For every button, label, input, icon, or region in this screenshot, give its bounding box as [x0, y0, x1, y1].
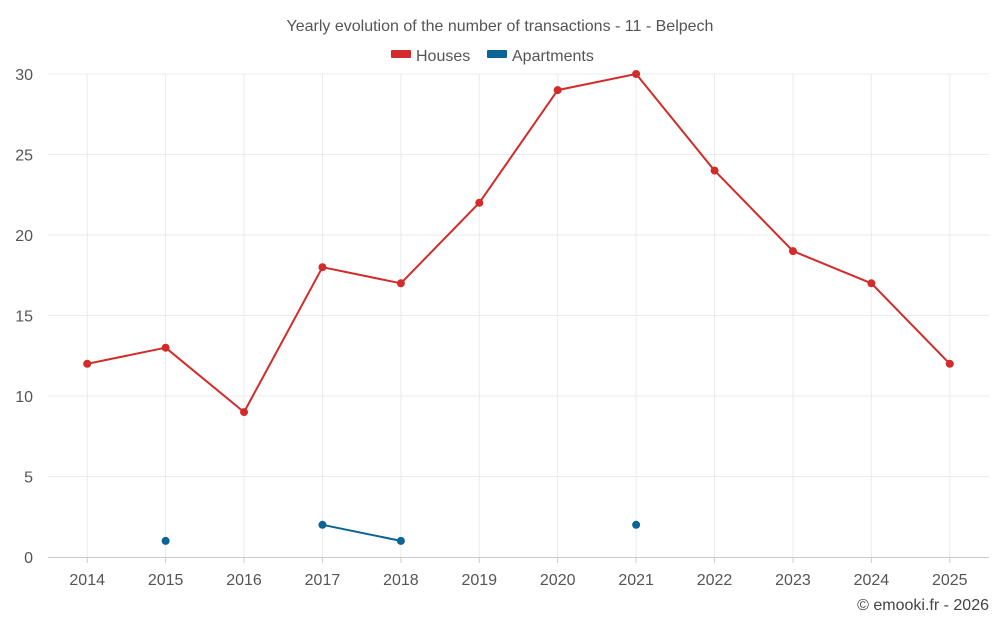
y-tick-label: 0: [24, 550, 33, 567]
data-point-houses-2025[interactable]: [945, 359, 954, 368]
series-layer: [83, 70, 954, 545]
data-point-apartments-2015[interactable]: [161, 536, 170, 545]
data-point-houses-2014[interactable]: [83, 359, 92, 368]
chart-title: Yearly evolution of the number of transa…: [287, 18, 714, 35]
y-tick-label: 10: [15, 389, 33, 406]
x-tick-label: 2017: [305, 572, 341, 589]
x-tick-label: 2022: [697, 572, 733, 589]
x-tick-label: 2020: [540, 572, 576, 589]
x-tick-label: 2014: [69, 572, 105, 589]
x-tick-label: 2018: [383, 572, 419, 589]
y-tick-label: 20: [15, 228, 33, 245]
data-point-houses-2019[interactable]: [475, 198, 484, 207]
data-point-apartments-2021[interactable]: [632, 520, 641, 529]
legend-swatch-apartments: [487, 50, 507, 58]
y-tick-label: 25: [15, 148, 33, 165]
data-point-apartments-2017[interactable]: [318, 520, 327, 529]
y-tick-label: 30: [15, 67, 33, 84]
x-tick-label: 2021: [618, 572, 654, 589]
legend-label-apartments[interactable]: Apartments: [512, 48, 594, 65]
y-axis: 0 5 10 15 20 25 30: [15, 67, 33, 567]
data-point-houses-2021[interactable]: [632, 70, 641, 78]
data-point-houses-2020[interactable]: [553, 86, 562, 95]
credit-text: © emooki.fr - 2026: [857, 597, 989, 614]
data-point-apartments-2018[interactable]: [396, 536, 405, 545]
legend-swatch-houses: [391, 50, 411, 58]
data-point-houses-2023[interactable]: [788, 247, 797, 256]
data-point-houses-2022[interactable]: [710, 166, 719, 175]
legend: Houses Apartments: [391, 48, 594, 65]
grid: [48, 73, 989, 557]
y-tick-label: 5: [24, 470, 33, 487]
data-point-houses-2015[interactable]: [161, 343, 170, 352]
x-axis: 2014 2015 2016 2017 2018 2019 2020 2021 2022 2023…: [48, 557, 989, 589]
series-line-houses: [87, 73, 951, 414]
data-point-houses-2018[interactable]: [396, 279, 405, 288]
data-point-houses-2016[interactable]: [240, 408, 249, 417]
legend-label-houses[interactable]: Houses: [416, 48, 470, 65]
data-point-houses-2017[interactable]: [318, 263, 327, 272]
x-tick-label: 2016: [226, 572, 262, 589]
x-tick-label: 2024: [854, 572, 890, 589]
x-tick-label: 2015: [148, 572, 184, 589]
y-tick-label: 15: [15, 309, 33, 326]
x-tick-label: 2025: [932, 572, 968, 589]
data-point-houses-2024[interactable]: [867, 279, 876, 288]
series-line-apartments: [322, 523, 402, 542]
x-tick-label: 2019: [461, 572, 497, 589]
x-tick-label: 2023: [775, 572, 811, 589]
